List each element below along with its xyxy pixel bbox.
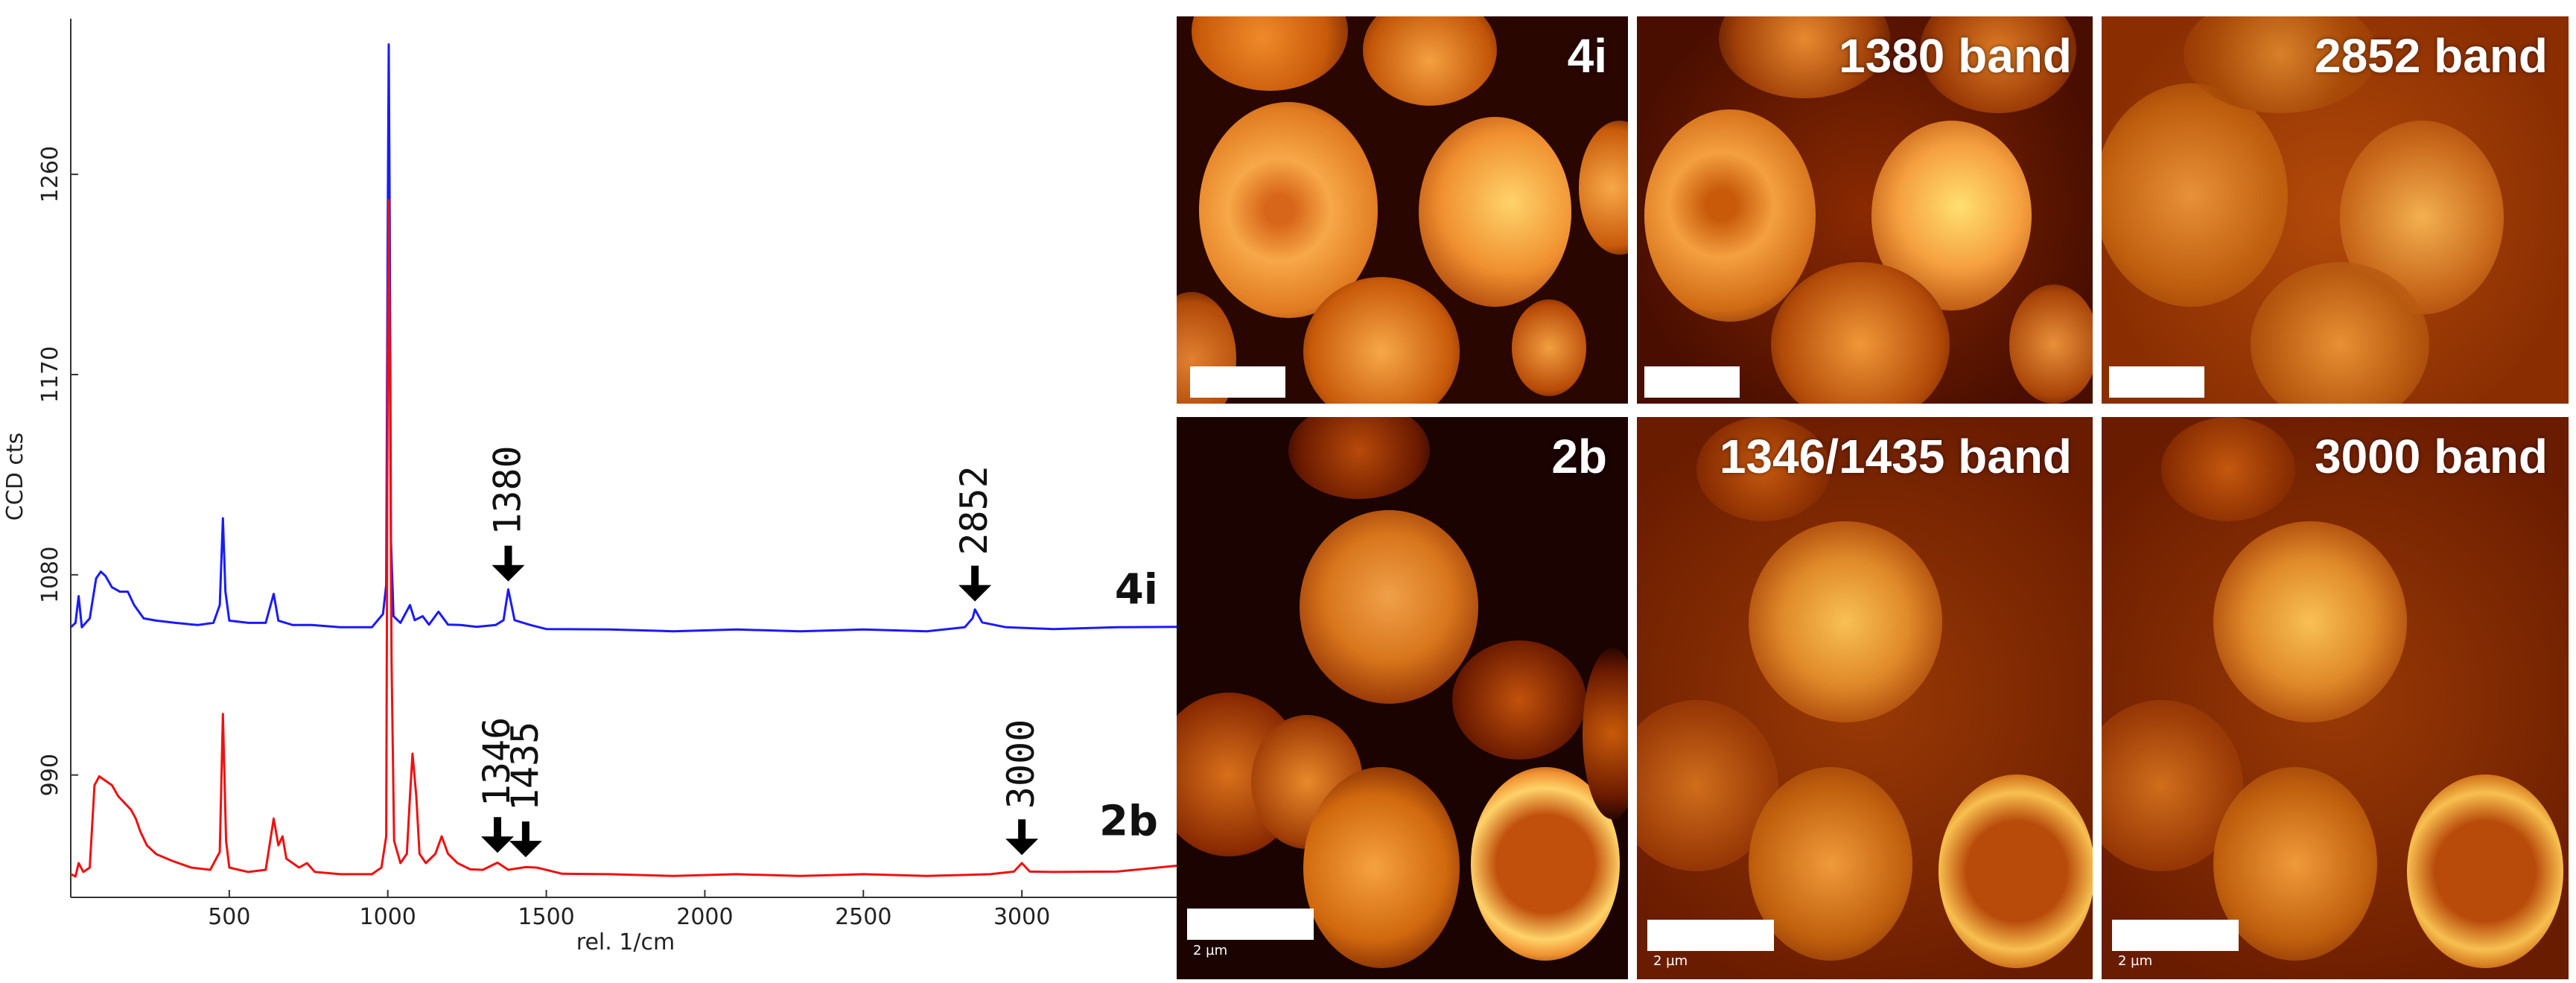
series-line-4i xyxy=(69,43,1181,633)
cell xyxy=(1583,648,1628,819)
y-tick-label: 1080 xyxy=(37,547,63,603)
panel-title: 2852 band xyxy=(2314,29,2548,83)
x-tick-label: 1000 xyxy=(360,904,416,930)
annotation-label: 1435 xyxy=(503,722,547,811)
peak-annotation-1435: 1435 xyxy=(503,722,547,858)
x-tick-label: 500 xyxy=(208,904,250,930)
cell xyxy=(1512,299,1586,396)
cell xyxy=(2407,774,2563,968)
annotation-label: 1346 xyxy=(475,717,518,807)
cell xyxy=(1749,767,1912,961)
scale-bar xyxy=(1190,366,1285,398)
cell xyxy=(1199,102,1378,318)
scale-bar xyxy=(1187,909,1314,940)
panel-title: 4i xyxy=(1567,29,1607,83)
annotation-label: 1380 xyxy=(486,445,529,535)
cell xyxy=(1419,117,1571,307)
panel-title: 1346/1435 band xyxy=(1719,430,2072,483)
scale-bar xyxy=(1644,366,1740,398)
cell xyxy=(1303,767,1460,968)
annotation-arrow-head xyxy=(1005,839,1039,856)
series-layer: 4i 2b xyxy=(69,43,1181,878)
peak-annotation-3000: 3000 xyxy=(999,719,1043,856)
cell xyxy=(1300,510,1478,704)
cell xyxy=(2213,767,2377,961)
x-tick-label: 2500 xyxy=(835,904,891,930)
image-panel-2b: 2 µm 2b xyxy=(1177,417,1628,979)
annotation-arrow-head xyxy=(492,564,525,582)
panel-title: 3000 band xyxy=(2314,430,2548,483)
y-axis-title: CCD cts xyxy=(2,433,28,521)
peak-annotation-1380: 1380 xyxy=(486,445,529,582)
panel-title: 1380 band xyxy=(1838,29,2072,83)
cell xyxy=(1363,16,1497,106)
cell xyxy=(1696,417,1831,521)
scale-bar xyxy=(2112,920,2239,951)
image-panel-1346-1435-band: 2 µm 1346/1435 band xyxy=(1637,417,2093,979)
cell xyxy=(1939,774,2093,968)
x-axis-title: rel. 1/cm xyxy=(576,929,675,955)
cell xyxy=(2251,262,2429,404)
image-panel-3000-band: 2 µm 3000 band xyxy=(2102,417,2569,979)
panel-title: 2b xyxy=(1551,430,1607,483)
cell xyxy=(2102,83,2288,307)
cell xyxy=(2213,521,2407,722)
cell xyxy=(1920,16,2076,113)
series-line-2b xyxy=(70,199,1181,878)
series-label-4i: 4i xyxy=(1115,566,1158,614)
scale-bar xyxy=(1647,920,1774,951)
scale-bar-label: 2 µm xyxy=(2118,953,2153,969)
y-tick-label: 990 xyxy=(37,754,63,796)
annotation-arrow-head xyxy=(509,841,542,858)
chart-axes: 500 1000 1500 2000 2500 3000 990 1080 1170 1260 xyxy=(37,19,1180,930)
y-tick-label: 1260 xyxy=(37,146,63,203)
x-tick-label: 3000 xyxy=(993,904,1050,930)
image-panel-1380-band: 1380 band xyxy=(1637,16,2093,404)
scale-bar xyxy=(2109,366,2204,398)
cell xyxy=(2161,417,2295,521)
x-tick-label: 2000 xyxy=(676,904,733,930)
annotation-label: 2852 xyxy=(953,465,996,555)
cell xyxy=(2184,16,2377,113)
y-tick-label: 1170 xyxy=(37,346,63,403)
cell xyxy=(1288,417,1430,499)
cell xyxy=(2009,284,2093,404)
cell xyxy=(1644,109,1816,322)
image-panel-4i: 4i xyxy=(1177,16,1628,404)
scale-bar-label: 2 µm xyxy=(1193,943,1228,958)
annotation-label: 3000 xyxy=(999,719,1043,809)
cell xyxy=(1303,277,1460,404)
x-tick-label: 1500 xyxy=(518,904,574,930)
cell xyxy=(1749,521,1942,722)
cell xyxy=(1452,640,1586,760)
scale-bar-label: 2 µm xyxy=(1653,953,1688,969)
series-label-2b: 2b xyxy=(1099,797,1158,845)
peak-annotation-1346: 1346 xyxy=(475,717,518,853)
image-panel-2852-band: 2852 band xyxy=(2102,16,2569,404)
annotation-arrow-head xyxy=(958,585,992,602)
peak-annotation-2852: 2852 xyxy=(953,465,996,602)
raman-spectrum-chart: 500 1000 1500 2000 2500 3000 990 1080 1170 1260 4… xyxy=(2,19,1181,955)
annotation-arrow-head xyxy=(481,836,515,853)
cell xyxy=(1771,262,1950,404)
